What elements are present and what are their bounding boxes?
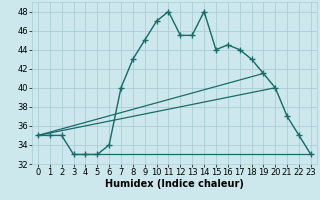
X-axis label: Humidex (Indice chaleur): Humidex (Indice chaleur) xyxy=(105,179,244,189)
